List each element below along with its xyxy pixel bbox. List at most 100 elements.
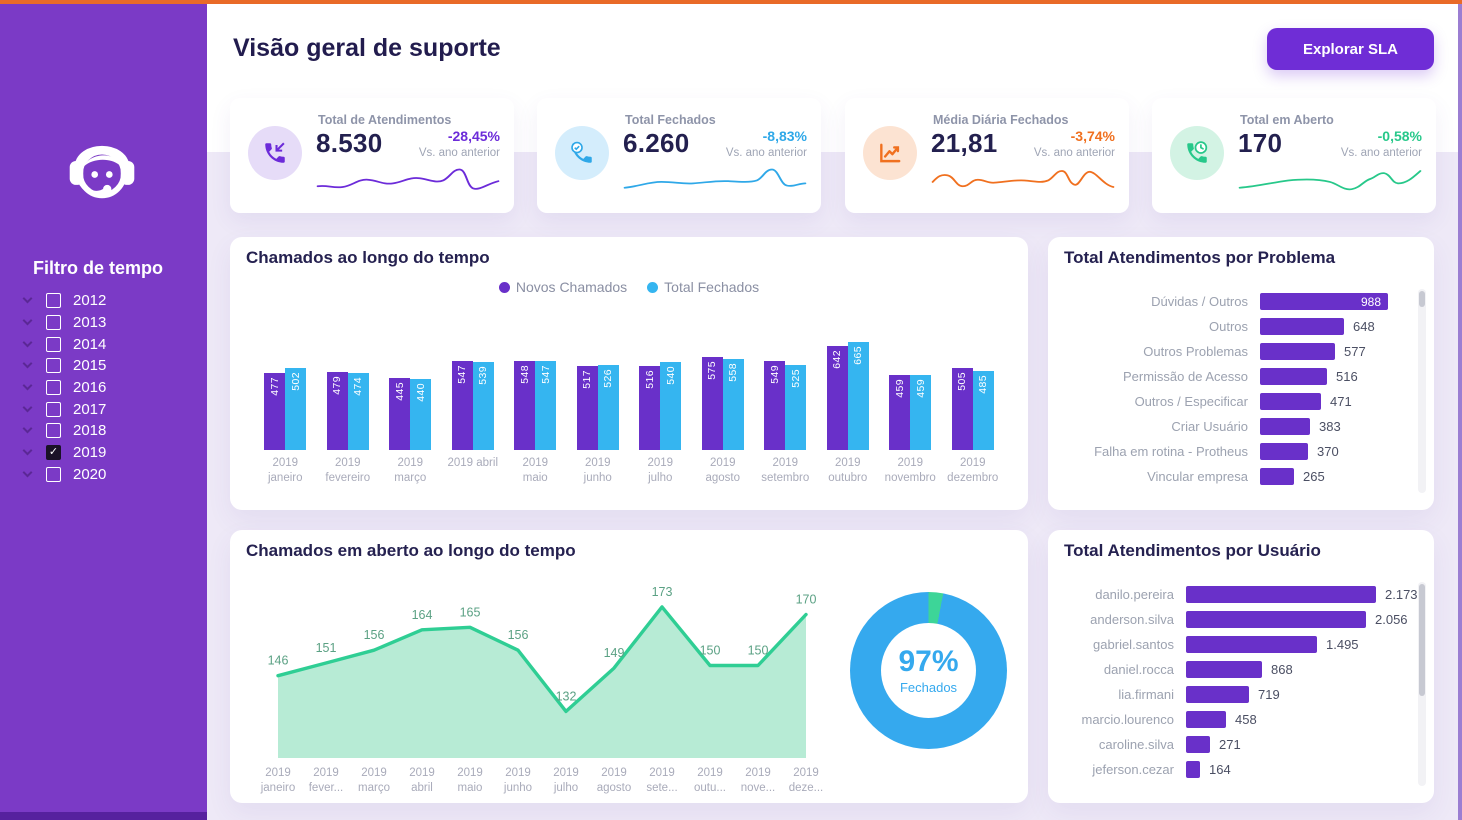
x-label-line2: agosto [596, 782, 632, 794]
year-checkbox[interactable] [46, 466, 61, 482]
area-chart[interactable]: 146 151 156 164 165 156 132 149 173 150 150 170 [248, 572, 836, 762]
bar-total-fechados[interactable]: 485 [972, 371, 994, 450]
bar-total-fechados[interactable]: 665 [847, 342, 869, 450]
bar-novos-chamados[interactable]: 445 [389, 378, 411, 450]
hbar[interactable] [1186, 586, 1376, 603]
year-checkbox[interactable] [46, 336, 61, 352]
hbar[interactable] [1260, 368, 1327, 385]
year-filter-row[interactable]: 2012 [0, 290, 207, 312]
category-label: Outros / Especificar [1134, 394, 1248, 409]
bar-total-fechados[interactable]: 547 [535, 361, 557, 450]
bar-pair: 549 525 [764, 361, 807, 450]
year-filter-row[interactable]: 2016 [0, 377, 207, 399]
year-checkbox[interactable] [46, 401, 61, 417]
bar-total-fechados[interactable]: 540 [660, 362, 682, 450]
chart-title: Total Atendimentos por Problema [1064, 248, 1336, 267]
chevron-down-icon[interactable] [22, 315, 33, 326]
bar-pair: 548 547 [514, 361, 557, 450]
chart-up-icon [863, 126, 917, 180]
bar-novos-chamados[interactable]: 517 [576, 366, 598, 450]
bar-group-2019-setembro: 549 525 [754, 303, 817, 450]
chevron-down-icon[interactable] [22, 402, 33, 413]
year-checkbox[interactable] [46, 293, 61, 309]
bar-novos-chamados[interactable]: 505 [951, 368, 973, 450]
bar-value-label: 642 [831, 350, 844, 369]
bar-total-fechados[interactable]: 525 [785, 365, 807, 450]
hbar[interactable] [1186, 686, 1249, 703]
support-agent-icon [52, 112, 152, 212]
bar-novos-chamados[interactable]: 459 [889, 375, 911, 450]
hbar[interactable] [1260, 293, 1388, 310]
kpi-value: 21,81 [931, 128, 998, 158]
year-filter-row[interactable]: 2017 [0, 398, 207, 420]
chevron-down-icon[interactable] [22, 337, 33, 348]
bar-novos-chamados[interactable]: 479 [326, 372, 348, 450]
chevron-down-icon[interactable] [22, 424, 33, 434]
chevron-down-icon[interactable] [22, 358, 33, 369]
hbar-row: gabriel.santos 1.495 [1064, 632, 1436, 657]
kpi-sparkline [931, 170, 1115, 188]
explorar-sla-button[interactable]: Explorar SLA [1267, 28, 1434, 70]
hbar[interactable] [1260, 443, 1308, 460]
year-checkbox[interactable] [46, 315, 61, 331]
hbar[interactable] [1186, 611, 1366, 628]
bar-novos-chamados[interactable]: 516 [639, 366, 661, 450]
bar-novos-chamados[interactable]: 575 [701, 357, 723, 450]
chevron-down-icon[interactable] [22, 293, 33, 304]
bar-novos-chamados[interactable]: 548 [514, 361, 536, 450]
hbar[interactable] [1260, 393, 1321, 410]
hbar[interactable] [1186, 736, 1210, 753]
year-checkbox[interactable] [46, 423, 61, 439]
chevron-down-icon[interactable] [22, 445, 33, 456]
hbar[interactable] [1186, 636, 1317, 653]
bar-novos-chamados[interactable]: 642 [826, 346, 848, 450]
bar-total-fechados[interactable]: 440 [410, 379, 432, 450]
bar-total-fechados[interactable]: 539 [472, 362, 494, 450]
scrollbar-track[interactable] [1418, 289, 1426, 493]
scrollbar-track[interactable] [1418, 582, 1426, 786]
bar-total-fechados[interactable]: 502 [285, 368, 307, 450]
hbar-row: Outros 648 [1064, 314, 1448, 339]
area-line[interactable] [276, 605, 808, 714]
scrollbar-thumb[interactable] [1419, 291, 1425, 307]
year-filter-row[interactable]: 2018 [0, 420, 207, 442]
year-filter-row[interactable]: 2015 [0, 355, 207, 377]
year-filter-row[interactable]: 2020 [0, 464, 207, 486]
year-checkbox[interactable]: ✓ [46, 445, 61, 461]
bar-novos-chamados[interactable]: 477 [264, 373, 286, 450]
bar-total-fechados[interactable]: 459 [910, 375, 932, 450]
hbar-value: 265 [1303, 469, 1325, 484]
x-axis-label: 2019 maio [446, 766, 494, 796]
hbar[interactable] [1186, 711, 1226, 728]
bar-total-fechados[interactable]: 474 [347, 373, 369, 450]
bar-total-fechados[interactable]: 526 [597, 365, 619, 450]
chevron-down-icon[interactable] [22, 380, 33, 391]
legend-item-total-fechados[interactable]: Total Fechados [647, 279, 759, 295]
scrollbar-thumb[interactable] [1419, 584, 1425, 696]
x-label-line1: 2019 [457, 767, 483, 779]
data-point-label: 151 [316, 641, 337, 655]
year-filter-row[interactable]: 2013 [0, 312, 207, 334]
bar-total-fechados[interactable]: 558 [722, 359, 744, 450]
phone-clock-icon [1170, 126, 1224, 180]
year-checkbox[interactable] [46, 358, 61, 374]
legend-dot [498, 281, 510, 293]
chevron-down-icon[interactable] [22, 467, 33, 478]
bar-novos-chamados[interactable]: 547 [451, 361, 473, 450]
year-filter-row[interactable]: ✓ 2019 [0, 442, 207, 464]
hbar[interactable] [1260, 468, 1294, 485]
year-filter-row[interactable]: 2014 [0, 333, 207, 355]
x-label-line1: 2019 [601, 767, 627, 779]
hbar-value: 164 [1209, 762, 1231, 777]
sidebar: Filtro de tempo 2012 2013 2014 2015 2016 2017… [0, 4, 207, 812]
hbar[interactable] [1260, 318, 1344, 335]
hbar-wrap: 458 [1186, 711, 1436, 728]
hbar[interactable] [1260, 343, 1335, 360]
hbar[interactable] [1186, 761, 1200, 778]
bar-novos-chamados[interactable]: 549 [764, 361, 786, 450]
hbar[interactable] [1186, 661, 1262, 678]
hbar[interactable] [1260, 418, 1310, 435]
legend-item-novos-chamados[interactable]: Novos Chamados [498, 279, 627, 295]
year-checkbox[interactable] [46, 380, 61, 396]
fechados-donut-chart[interactable]: 97% Fechados [850, 592, 1007, 749]
